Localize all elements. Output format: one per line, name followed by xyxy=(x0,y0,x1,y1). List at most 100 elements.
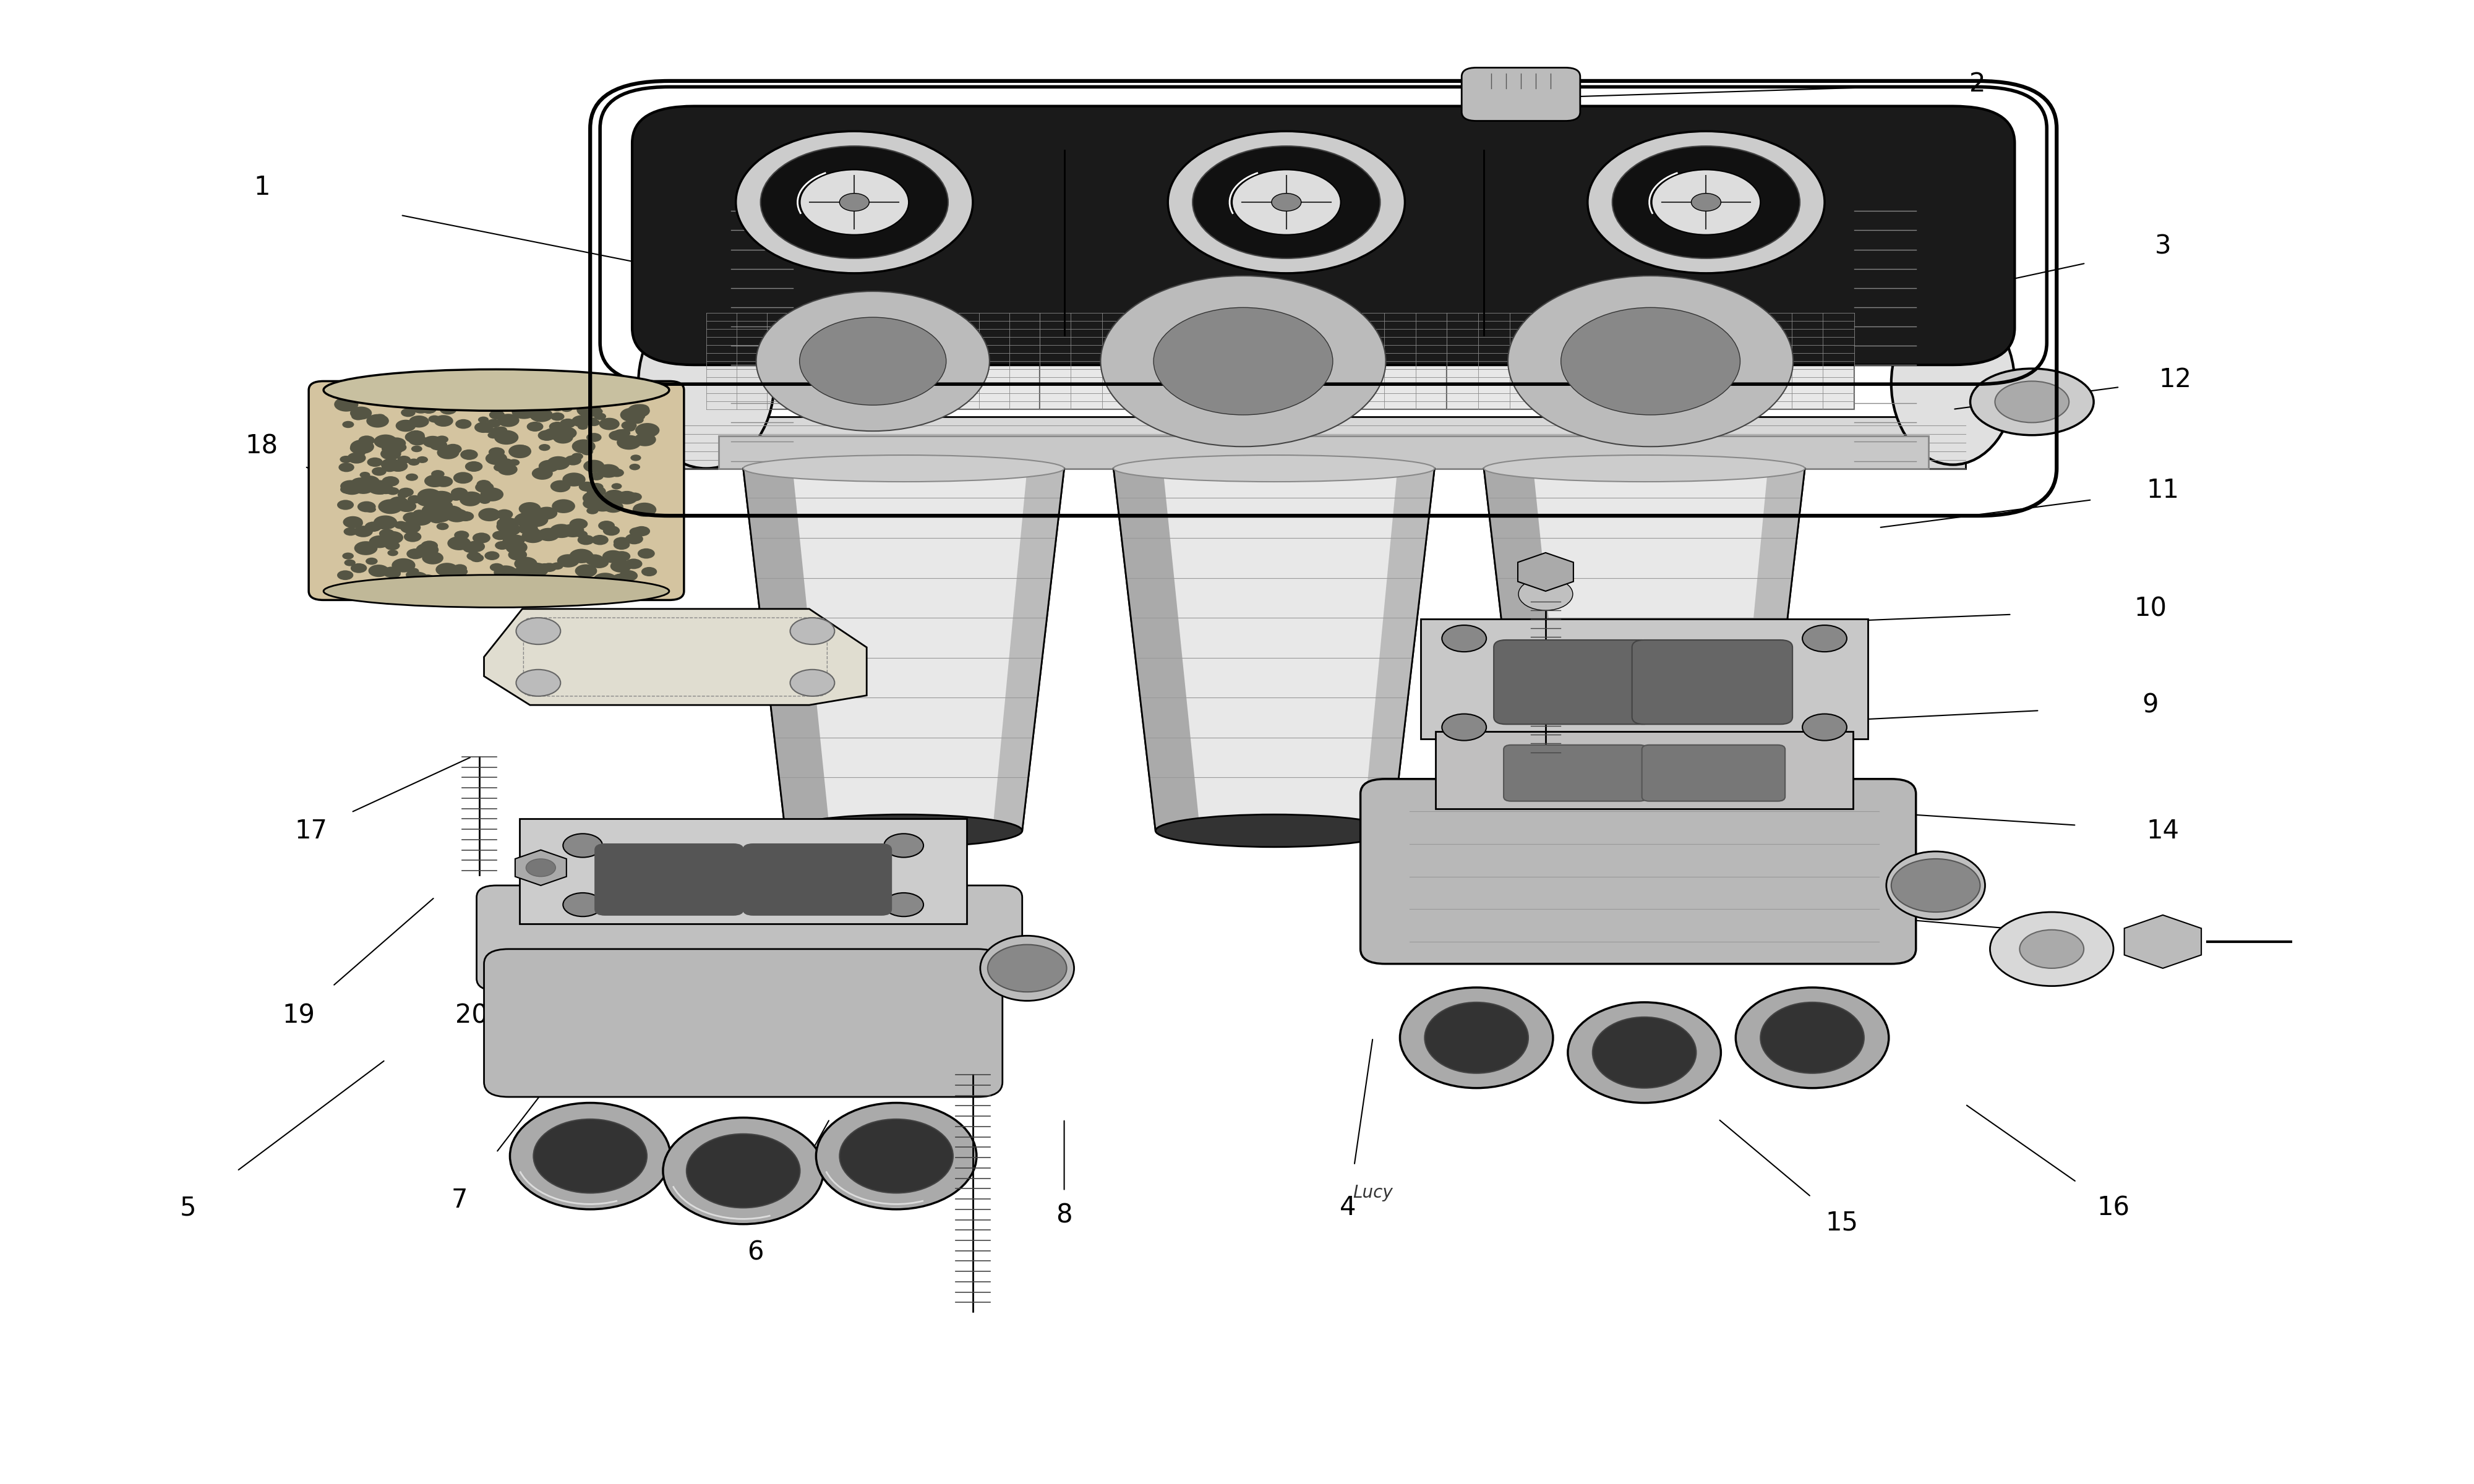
Circle shape xyxy=(336,570,354,580)
Text: 11: 11 xyxy=(2147,478,2180,503)
Circle shape xyxy=(453,564,468,573)
Circle shape xyxy=(470,554,485,562)
Circle shape xyxy=(594,413,606,420)
FancyBboxPatch shape xyxy=(717,436,1927,469)
Circle shape xyxy=(435,522,448,530)
Circle shape xyxy=(349,519,364,528)
Text: 10: 10 xyxy=(2135,597,2167,622)
Circle shape xyxy=(789,617,834,644)
Circle shape xyxy=(507,534,524,546)
Circle shape xyxy=(571,439,596,454)
Circle shape xyxy=(549,404,564,411)
Circle shape xyxy=(618,491,636,502)
Circle shape xyxy=(522,530,544,543)
Circle shape xyxy=(388,460,408,472)
Circle shape xyxy=(344,527,359,536)
Circle shape xyxy=(455,531,470,540)
Circle shape xyxy=(1561,307,1739,416)
Circle shape xyxy=(569,549,594,564)
Circle shape xyxy=(735,131,972,273)
Circle shape xyxy=(557,427,576,439)
Text: 5: 5 xyxy=(181,1195,195,1221)
Circle shape xyxy=(604,490,623,502)
Polygon shape xyxy=(1363,469,1435,831)
Text: 19: 19 xyxy=(282,1003,314,1028)
Ellipse shape xyxy=(1593,1017,1697,1088)
Circle shape xyxy=(423,552,443,564)
Circle shape xyxy=(515,512,539,527)
Circle shape xyxy=(609,430,626,441)
Polygon shape xyxy=(1734,469,1806,831)
Circle shape xyxy=(475,421,492,433)
Circle shape xyxy=(623,494,636,503)
Circle shape xyxy=(2019,930,2083,968)
Circle shape xyxy=(512,445,532,456)
Circle shape xyxy=(539,460,559,472)
Circle shape xyxy=(351,564,366,573)
Circle shape xyxy=(381,463,398,472)
Circle shape xyxy=(341,421,354,427)
Circle shape xyxy=(497,519,520,533)
Circle shape xyxy=(1692,193,1722,211)
Circle shape xyxy=(403,531,421,542)
Circle shape xyxy=(339,463,354,472)
Circle shape xyxy=(623,424,636,432)
Circle shape xyxy=(614,540,631,549)
Circle shape xyxy=(344,516,364,528)
Circle shape xyxy=(381,531,403,545)
Circle shape xyxy=(497,463,517,475)
Ellipse shape xyxy=(1155,815,1393,847)
Ellipse shape xyxy=(1484,456,1806,482)
Circle shape xyxy=(379,528,396,539)
Circle shape xyxy=(1101,276,1385,447)
Circle shape xyxy=(354,542,379,555)
Ellipse shape xyxy=(324,574,668,607)
Circle shape xyxy=(1804,625,1846,651)
Circle shape xyxy=(529,408,552,421)
Circle shape xyxy=(594,573,618,588)
Circle shape xyxy=(341,485,356,494)
Circle shape xyxy=(396,420,416,432)
Circle shape xyxy=(401,521,421,534)
FancyBboxPatch shape xyxy=(485,950,1002,1097)
Ellipse shape xyxy=(1113,456,1435,482)
Circle shape xyxy=(549,481,571,493)
Circle shape xyxy=(633,527,651,536)
Circle shape xyxy=(549,421,567,432)
Circle shape xyxy=(383,567,401,577)
Circle shape xyxy=(507,459,520,466)
Circle shape xyxy=(1168,131,1405,273)
Circle shape xyxy=(433,416,453,427)
Circle shape xyxy=(1890,859,1979,913)
Text: 2: 2 xyxy=(1969,71,1987,96)
Circle shape xyxy=(564,893,604,917)
Polygon shape xyxy=(1484,469,1806,831)
Circle shape xyxy=(552,432,574,444)
Circle shape xyxy=(366,414,388,427)
Circle shape xyxy=(435,436,448,444)
Ellipse shape xyxy=(663,1117,824,1224)
Circle shape xyxy=(517,669,562,696)
Circle shape xyxy=(500,524,522,536)
Circle shape xyxy=(633,503,656,516)
Text: 7: 7 xyxy=(450,1187,468,1214)
Circle shape xyxy=(465,540,485,552)
Circle shape xyxy=(416,493,440,506)
Circle shape xyxy=(485,551,500,559)
Circle shape xyxy=(398,456,411,463)
Circle shape xyxy=(339,456,351,463)
Circle shape xyxy=(537,528,559,542)
Circle shape xyxy=(435,562,458,576)
FancyBboxPatch shape xyxy=(1494,640,1655,724)
Circle shape xyxy=(589,472,604,481)
Circle shape xyxy=(490,410,505,420)
Circle shape xyxy=(408,416,428,427)
FancyBboxPatch shape xyxy=(309,381,683,600)
Circle shape xyxy=(487,447,505,457)
Circle shape xyxy=(406,430,426,444)
Circle shape xyxy=(599,521,614,531)
Ellipse shape xyxy=(1737,987,1888,1088)
Circle shape xyxy=(515,556,537,571)
Circle shape xyxy=(586,555,604,565)
Ellipse shape xyxy=(1526,815,1764,847)
